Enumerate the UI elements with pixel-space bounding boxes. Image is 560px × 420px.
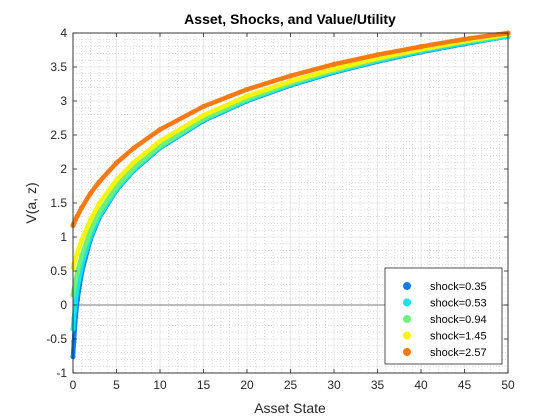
y-tick-label: 3.5 <box>50 60 67 74</box>
data-point <box>79 237 85 243</box>
data-point <box>131 159 137 165</box>
data-point <box>73 299 79 305</box>
data-point <box>74 213 80 219</box>
data-point <box>331 66 337 72</box>
data-point <box>131 145 137 151</box>
data-point <box>113 177 120 183</box>
legend-label: shock=1.45 <box>430 331 487 343</box>
data-point <box>87 190 93 197</box>
x-tick-label: 30 <box>327 378 341 392</box>
y-tick-label: 2 <box>60 162 67 176</box>
data-point <box>96 179 102 185</box>
y-tick-label: 2.5 <box>50 128 67 142</box>
data-point <box>287 78 294 84</box>
legend-marker <box>403 331 411 340</box>
x-tick-label: 20 <box>240 378 254 392</box>
data-point <box>200 103 207 110</box>
y-axis-title: V(a, z) <box>23 182 39 223</box>
data-point <box>87 228 93 234</box>
legend-marker <box>403 315 411 323</box>
data-point <box>287 73 294 79</box>
y-tick-label: -1 <box>56 366 67 380</box>
legend-marker <box>403 282 411 290</box>
data-point <box>157 138 163 144</box>
data-point <box>87 217 93 223</box>
x-tick-label: 15 <box>197 378 211 392</box>
legend-label: shock=2.57 <box>430 347 487 359</box>
x-tick-label: 45 <box>458 378 472 392</box>
y-tick-label: 1.5 <box>50 196 67 210</box>
data-point <box>73 277 79 284</box>
legend-marker <box>403 348 411 356</box>
x-tick-label: 0 <box>70 378 77 392</box>
plot-area: 0 5 10 15 20 25 30 35 40 45 50 -1 -0.5 0 0.5 1 1.5 2 2.5 3 3… <box>46 26 515 392</box>
data-point <box>461 36 468 42</box>
y-tick-label: -0.5 <box>46 332 67 346</box>
data-point <box>96 209 102 216</box>
series-curve <box>70 32 509 270</box>
legend-label: shock=0.35 <box>430 281 487 293</box>
x-axis-title: Asset State <box>254 400 326 416</box>
data-point <box>96 201 102 207</box>
series-curve <box>70 30 509 228</box>
data-point <box>79 252 85 258</box>
y-tick-label: 0.5 <box>50 264 67 278</box>
data-point <box>71 339 77 345</box>
data-point <box>113 160 120 166</box>
legend-label: shock=0.94 <box>430 314 487 326</box>
x-tick-label: 5 <box>113 378 120 392</box>
legend-label: shock=0.53 <box>430 298 487 310</box>
y-tick-label: 1 <box>60 230 67 244</box>
data-point <box>157 126 163 133</box>
y-tick-label: 4 <box>60 26 67 40</box>
y-tick-label: 0 <box>60 298 67 312</box>
data-point <box>418 44 424 50</box>
data-point <box>73 255 79 261</box>
y-tick-label: 3 <box>60 94 67 108</box>
data-point <box>74 250 80 256</box>
data-point <box>71 261 77 267</box>
x-tick-label: 40 <box>414 378 428 392</box>
data-point <box>200 112 207 118</box>
legend-marker <box>403 298 411 307</box>
data-point <box>71 316 77 322</box>
x-tick-label: 50 <box>501 378 515 392</box>
data-point <box>74 269 80 275</box>
data-point <box>331 61 337 67</box>
data-point <box>244 93 250 99</box>
x-tick-label: 10 <box>153 378 167 392</box>
x-tick-label: 25 <box>284 378 298 392</box>
x-tick-label: 35 <box>371 378 385 392</box>
chart-title: Asset, Shocks, and Value/Utility <box>184 11 396 27</box>
data-point <box>374 52 381 58</box>
data-point <box>79 205 85 211</box>
data-point <box>244 86 250 93</box>
data-point <box>71 287 77 293</box>
